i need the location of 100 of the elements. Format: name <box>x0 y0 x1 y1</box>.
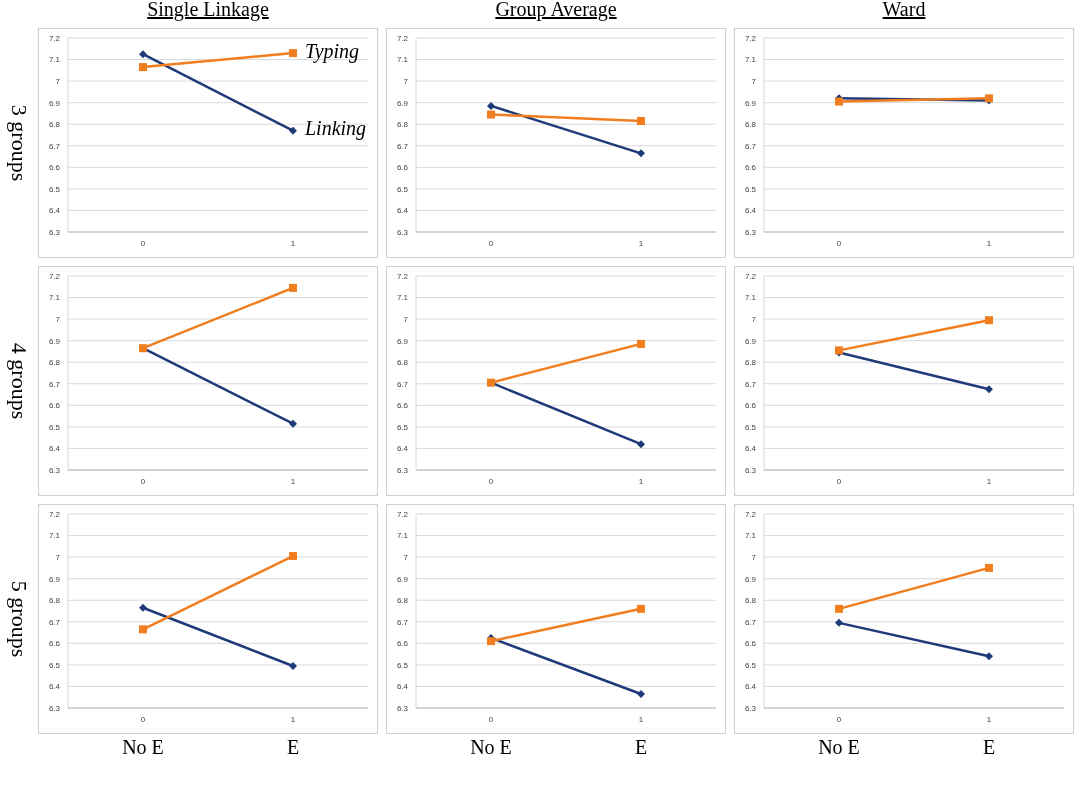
y-tick-label: 7.2 <box>48 271 61 281</box>
y-axis-title: 5 groups <box>6 580 33 658</box>
y-tick-label: 7.2 <box>396 509 409 519</box>
x-tick-label: 1 <box>290 714 296 724</box>
y-tick-label: 7.1 <box>396 293 409 303</box>
x-tick-label: 0 <box>488 476 494 486</box>
y-tick-label: 7 <box>403 552 409 562</box>
y-tick-label: 7 <box>55 552 61 562</box>
x-tick-label: 1 <box>638 714 644 724</box>
x-tick-label: 0 <box>836 238 842 248</box>
text: E <box>243 736 343 759</box>
y-tick-label: 6.3 <box>744 703 757 713</box>
x-tick-label: 1 <box>986 714 992 724</box>
x-tick-label: 1 <box>638 238 644 248</box>
y-tick-label: 6.3 <box>396 227 409 237</box>
point <box>289 49 297 58</box>
x-tick-label: 1 <box>290 476 296 486</box>
text: E <box>591 736 691 759</box>
y-axis-title: 3 groups <box>6 104 33 182</box>
y-tick-label: 6.6 <box>48 639 61 649</box>
y-tick-label: 6.4 <box>48 444 61 454</box>
point <box>835 618 843 627</box>
y-axis-title: 4 groups <box>6 342 33 420</box>
y-tick-label: 6.8 <box>396 596 409 606</box>
y-tick-label: 7.1 <box>744 293 757 303</box>
y-tick-label: 6.4 <box>396 206 409 216</box>
text: No E <box>789 736 889 759</box>
y-tick-label: 7.2 <box>48 33 61 43</box>
y-tick-label: 6.9 <box>48 98 61 108</box>
x-tick-label: 1 <box>986 476 992 486</box>
y-tick-label: 6.9 <box>48 574 61 584</box>
y-tick-label: 6.5 <box>396 422 409 432</box>
y-tick-label: 7 <box>751 552 757 562</box>
y-tick-label: 6.7 <box>48 617 61 627</box>
chart-title: Ward <box>881 0 927 21</box>
x-tick-label: 0 <box>140 714 146 724</box>
series-label: Typing <box>305 39 360 63</box>
y-tick-label: 7.1 <box>48 293 61 303</box>
y-tick-label: 7 <box>403 314 409 324</box>
y-tick-label: 7 <box>751 314 757 324</box>
chart-title: Single Linkage <box>146 0 270 21</box>
y-tick-label: 6.5 <box>48 422 61 432</box>
y-tick-label: 6.3 <box>48 703 61 713</box>
y-tick-label: 6.6 <box>396 401 409 411</box>
y-tick-label: 6.5 <box>48 184 61 194</box>
y-tick-label: 6.5 <box>744 422 757 432</box>
y-tick-label: 6.9 <box>396 574 409 584</box>
point <box>289 419 297 428</box>
y-tick-label: 7.2 <box>744 271 757 281</box>
y-tick-label: 7 <box>55 76 61 86</box>
y-tick-label: 6.5 <box>744 660 757 670</box>
point <box>289 552 297 561</box>
x-tick-label: 0 <box>836 714 842 724</box>
y-tick-label: 7 <box>751 76 757 86</box>
point <box>139 625 147 634</box>
point <box>637 339 645 348</box>
point <box>289 283 297 292</box>
y-tick-label: 6.4 <box>396 444 409 454</box>
point <box>487 101 495 110</box>
y-tick-label: 7.2 <box>744 509 757 519</box>
y-tick-label: 6.8 <box>744 358 757 368</box>
y-tick-label: 6.7 <box>744 617 757 627</box>
y-tick-label: 6.5 <box>744 184 757 194</box>
y-tick-label: 6.7 <box>744 379 757 389</box>
x-tick-label: 1 <box>290 238 296 248</box>
y-tick-label: 6.6 <box>48 163 61 173</box>
y-tick-label: 6.3 <box>396 465 409 475</box>
y-tick-label: 6.9 <box>48 336 61 346</box>
y-tick-label: 6.8 <box>48 596 61 606</box>
y-tick-label: 7 <box>55 314 61 324</box>
y-tick-label: 6.6 <box>48 401 61 411</box>
y-tick-label: 6.8 <box>396 120 409 130</box>
point <box>985 652 993 661</box>
y-tick-label: 7 <box>403 76 409 86</box>
point <box>637 149 645 158</box>
y-tick-label: 6.7 <box>48 141 61 151</box>
point <box>637 604 645 613</box>
y-tick-label: 6.8 <box>396 358 409 368</box>
y-tick-label: 6.4 <box>744 206 757 216</box>
y-tick-label: 6.6 <box>744 163 757 173</box>
x-tick-label: 0 <box>140 238 146 248</box>
y-tick-label: 6.8 <box>744 596 757 606</box>
y-tick-label: 6.6 <box>396 639 409 649</box>
text: No E <box>441 736 541 759</box>
y-tick-label: 6.9 <box>744 336 757 346</box>
y-tick-label: 7.1 <box>48 55 61 65</box>
y-tick-label: 6.5 <box>396 184 409 194</box>
point <box>637 116 645 125</box>
y-tick-label: 7.1 <box>48 531 61 541</box>
y-tick-label: 6.9 <box>744 574 757 584</box>
x-tick-label: 0 <box>836 476 842 486</box>
text: No E <box>93 736 193 759</box>
y-tick-label: 6.4 <box>48 206 61 216</box>
text: E <box>939 736 1039 759</box>
point <box>637 689 645 698</box>
chart-title: Group Average <box>494 0 618 21</box>
y-tick-label: 6.8 <box>48 358 61 368</box>
point <box>487 110 495 119</box>
y-tick-label: 6.3 <box>396 703 409 713</box>
point <box>487 637 495 646</box>
